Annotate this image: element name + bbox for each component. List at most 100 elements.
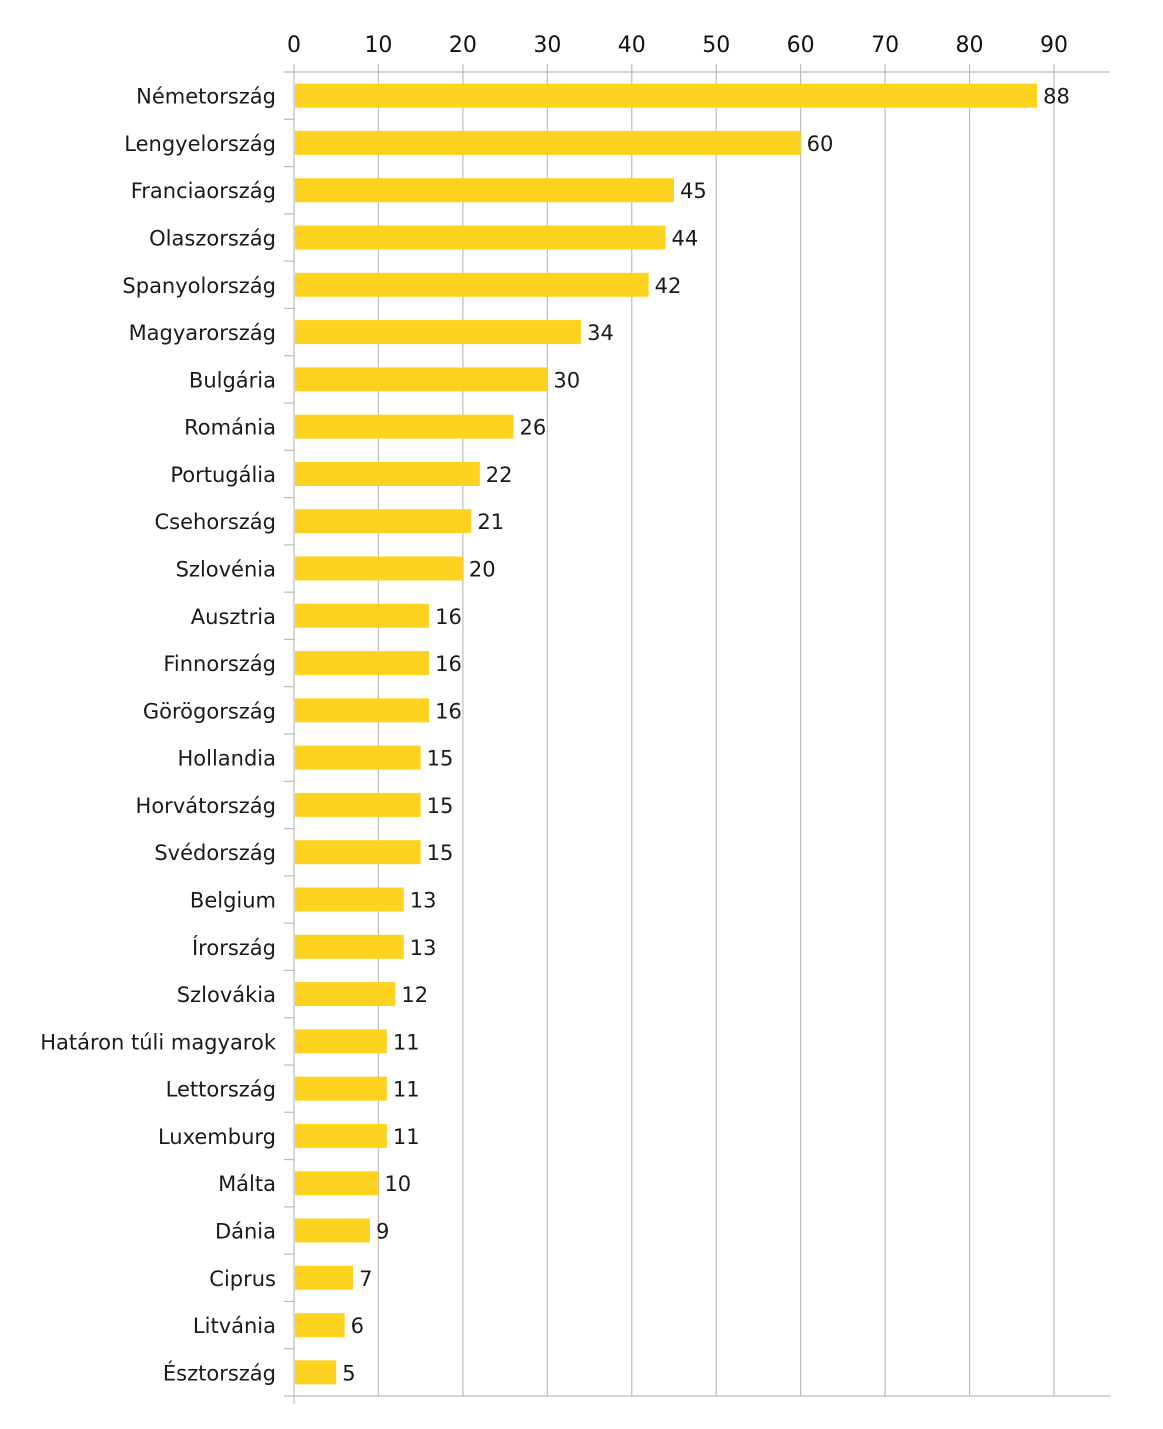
category-label: Spanyolország [122,274,276,298]
value-label: 11 [393,1030,420,1054]
category-label: Hollandia [177,747,276,771]
bar [295,178,674,203]
category-label: Görögország [143,699,276,723]
x-tick-label: 70 [871,33,899,58]
bar [295,982,396,1007]
category-label: Észtország [163,1360,276,1385]
bar [295,1029,387,1054]
axes [284,64,1110,1404]
bar [295,1123,387,1148]
category-label: Litvánia [193,1314,276,1338]
category-label: Franciaország [131,179,276,203]
bar [295,414,514,439]
x-tick-label: 60 [787,33,815,58]
bar [295,461,480,486]
bar [295,651,430,676]
bar [295,1218,370,1243]
category-label: Németország [136,85,276,109]
value-label: 15 [427,747,454,771]
value-label: 20 [469,558,496,582]
value-label: 34 [587,321,614,345]
x-axis-ticks: 0 10 20 30 40 50 60 70 80 90 [287,33,1068,58]
bar [295,887,404,912]
bar [295,1360,337,1385]
value-label: 44 [672,227,699,251]
category-label: Finnország [163,652,276,676]
category-label: Szlovákia [177,983,276,1007]
x-tick-label: 20 [449,33,477,58]
value-label: 42 [655,274,682,298]
category-label: Lengyelország [124,132,276,156]
category-label: Csehország [155,510,276,534]
bar [295,367,548,392]
category-label: Románia [184,416,276,440]
category-labels: Németország Lengyelország Franciaország Ola… [40,85,277,1386]
value-label: 16 [435,652,462,676]
bar [295,130,801,155]
value-label: 30 [553,368,580,392]
value-label: 26 [520,416,547,440]
category-label: Lettország [166,1078,276,1102]
category-label: Portugália [170,463,276,487]
value-label: 9 [376,1220,389,1244]
category-label: Határon túli magyarok [40,1030,277,1054]
category-label: Málta [218,1172,276,1196]
value-label: 21 [477,510,504,534]
value-label: 12 [401,983,428,1007]
bar [295,556,463,581]
bar [295,1076,387,1101]
bar [295,225,666,250]
x-tick-label: 40 [618,33,646,58]
category-label: Írország [192,935,276,960]
value-label: 88 [1043,85,1070,109]
gridlines [377,64,1055,1396]
value-label: 15 [427,794,454,818]
category-label: Belgium [190,889,276,913]
category-label: Szlovénia [176,558,276,582]
x-tick-label: 30 [533,33,561,58]
bar [295,934,404,959]
bar [295,272,649,297]
value-label: 5 [342,1361,355,1385]
bar [295,320,582,345]
x-tick-label: 0 [287,33,301,58]
bar [295,745,421,770]
bar [295,1171,379,1196]
x-tick-label: 80 [956,33,984,58]
value-label: 15 [427,841,454,865]
value-label: 16 [435,699,462,723]
x-tick-label: 50 [702,33,730,58]
value-label: 16 [435,605,462,629]
value-label: 11 [393,1078,420,1102]
value-label: 13 [410,889,437,913]
category-label: Bulgária [189,368,276,392]
x-tick-label: 90 [1040,33,1068,58]
value-label: 60 [807,132,834,156]
bar [295,1265,354,1290]
category-label: Horvátország [136,794,276,818]
bar [295,698,430,723]
bar [295,1313,345,1338]
value-label: 6 [351,1314,364,1338]
category-label: Magyarország [129,321,276,345]
bar [295,509,472,534]
value-label: 7 [359,1267,372,1291]
category-label: Dánia [215,1220,276,1244]
x-tick-label: 10 [364,33,392,58]
category-label: Luxemburg [158,1125,276,1149]
value-label: 13 [410,936,437,960]
value-label: 10 [384,1172,411,1196]
bars [295,83,1038,1385]
bar [295,603,430,628]
bar [295,83,1038,108]
category-label: Ciprus [209,1267,276,1291]
category-label: Olaszország [149,227,276,251]
value-label: 22 [486,463,513,487]
category-label: Ausztria [191,605,276,629]
bar [295,840,421,865]
bar [295,792,421,817]
value-label: 45 [680,179,707,203]
value-label: 11 [393,1125,420,1149]
